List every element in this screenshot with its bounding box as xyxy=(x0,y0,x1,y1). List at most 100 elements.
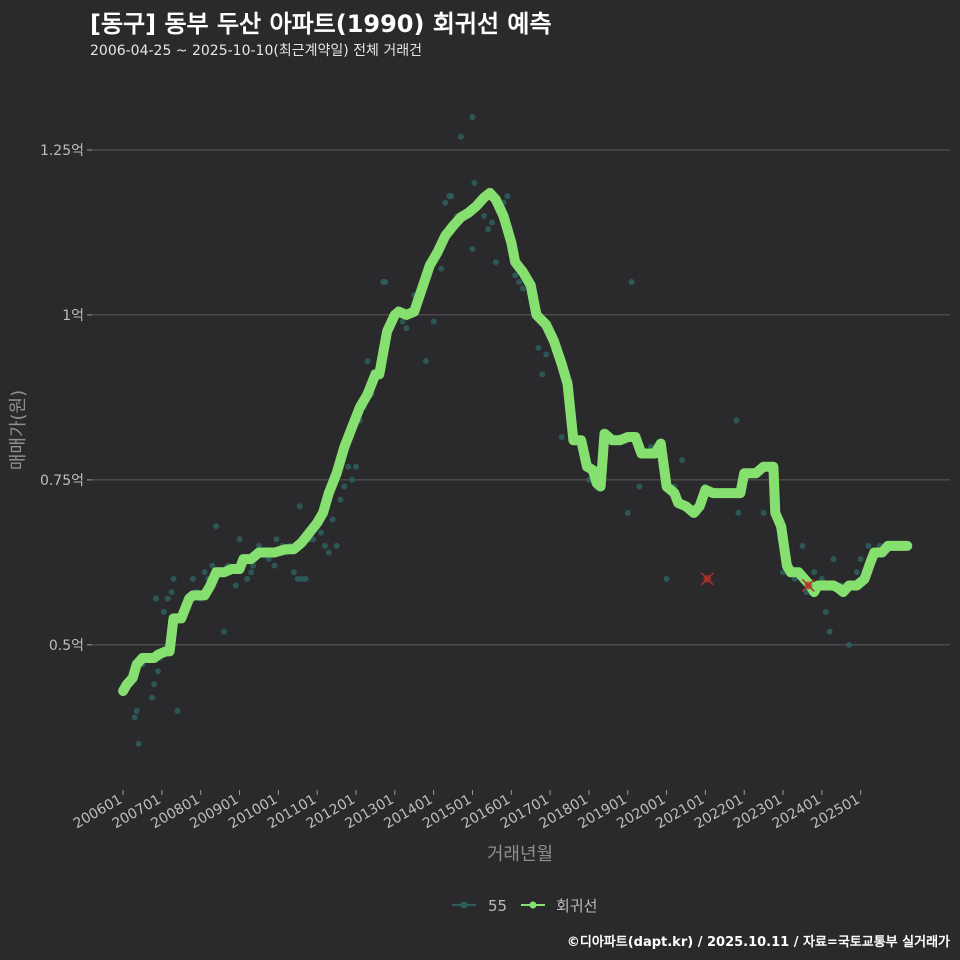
data-point-24 xyxy=(209,562,216,569)
data-point-12 xyxy=(164,595,171,602)
data-point-138 xyxy=(818,575,825,582)
data-point-126 xyxy=(679,457,686,464)
data-point-145 xyxy=(857,556,864,563)
data-point-44 xyxy=(290,569,297,576)
y-tick-label-0: 0.5억 xyxy=(49,638,84,654)
legend-label-55: 55 xyxy=(488,897,507,915)
data-point-14 xyxy=(170,575,177,582)
data-point-86 xyxy=(442,199,449,206)
data-point-70 xyxy=(382,278,389,285)
y-tick-label-3: 1.25억 xyxy=(40,143,84,159)
y-tick-label-2: 1억 xyxy=(62,308,84,324)
data-point-11 xyxy=(160,608,167,615)
data-point-52 xyxy=(318,529,325,536)
x-axis-ticks: 2006012007012008012009012010012011012012… xyxy=(71,790,863,832)
data-point-53 xyxy=(321,542,328,549)
data-point-109 xyxy=(539,371,546,378)
y-tick-label-1: 0.75억 xyxy=(40,473,84,489)
legend-marker-55 xyxy=(460,901,468,909)
outlier-cross-0 xyxy=(700,572,714,586)
data-point-94 xyxy=(469,245,476,252)
data-point-37 xyxy=(265,556,272,563)
data-point-134 xyxy=(791,575,798,582)
data-point-120 xyxy=(624,509,631,516)
data-point-6 xyxy=(151,681,158,688)
data-point-81 xyxy=(422,358,429,365)
data-point-25 xyxy=(213,523,220,530)
data-point-32 xyxy=(244,575,251,582)
data-point-95 xyxy=(469,113,476,120)
data-point-38 xyxy=(271,562,278,569)
data-point-91 xyxy=(457,133,464,140)
data-point-34 xyxy=(250,562,257,569)
data-point-19 xyxy=(189,575,196,582)
data-point-1 xyxy=(133,707,140,714)
data-point-65 xyxy=(364,358,371,365)
grid-lines xyxy=(92,149,950,646)
data-point-132 xyxy=(760,509,767,516)
data-point-0 xyxy=(131,714,138,721)
legend-label-regression: 회귀선 xyxy=(556,897,597,915)
data-point-88 xyxy=(448,193,455,200)
data-point-121 xyxy=(628,278,635,285)
data-point-101 xyxy=(492,259,499,266)
data-point-135 xyxy=(799,542,806,549)
data-point-60 xyxy=(349,476,356,483)
data-point-13 xyxy=(168,589,175,596)
data-point-15 xyxy=(174,707,181,714)
data-point-96 xyxy=(471,179,478,186)
legend-item-regression[interactable]: 회귀선 xyxy=(521,897,597,915)
legend-item-55[interactable]: 55 xyxy=(452,897,507,915)
data-point-8 xyxy=(155,668,161,675)
data-point-110 xyxy=(543,351,550,358)
data-point-112 xyxy=(558,434,565,440)
outlier-markers xyxy=(700,572,815,592)
data-point-55 xyxy=(329,516,336,523)
data-point-61 xyxy=(353,463,359,470)
data-point-131 xyxy=(735,509,742,516)
outlier-cross-1 xyxy=(801,578,815,592)
chart-title: [동구] 동부 두산 아파트(1990) 회귀선 예측 xyxy=(90,10,552,38)
data-point-30 xyxy=(236,536,243,543)
data-point-137 xyxy=(811,569,818,576)
data-point-29 xyxy=(232,582,239,589)
data-point-139 xyxy=(822,608,829,615)
data-point-140 xyxy=(826,628,833,635)
data-point-99 xyxy=(485,226,491,233)
data-point-106 xyxy=(519,285,526,292)
data-point-27 xyxy=(221,628,227,635)
data-point-108 xyxy=(535,344,542,351)
data-point-59 xyxy=(345,463,352,470)
regression-line xyxy=(118,187,913,696)
data-point-33 xyxy=(248,569,255,576)
data-point-124 xyxy=(663,575,670,582)
data-point-103 xyxy=(504,193,511,200)
data-point-22 xyxy=(201,569,208,576)
data-point-48 xyxy=(302,575,309,582)
data-point-2 xyxy=(135,740,142,747)
data-point-7 xyxy=(153,595,160,602)
data-point-57 xyxy=(337,496,344,503)
data-point-83 xyxy=(430,318,437,325)
data-point-105 xyxy=(516,278,523,285)
footer-credit: ©디아파트(dapt.kr) / 2025.10.11 / 자료=국토교통부 실… xyxy=(566,935,950,950)
chart-subtitle: 2006-04-25 ~ 2025-10-10(최근계약일) 전체 거래건 xyxy=(90,43,422,59)
data-point-76 xyxy=(403,325,410,332)
data-point-5 xyxy=(149,694,156,701)
y-axis-title: 매매가(원) xyxy=(8,390,29,470)
price-points xyxy=(131,113,893,747)
data-point-144 xyxy=(853,569,860,576)
data-point-85 xyxy=(438,265,445,272)
data-point-122 xyxy=(636,483,643,490)
data-point-104 xyxy=(512,272,519,279)
data-point-54 xyxy=(325,549,332,556)
data-point-58 xyxy=(341,483,348,490)
x-axis-title: 거래년월 xyxy=(487,844,553,865)
legend-marker-regression xyxy=(529,901,537,909)
legend[interactable]: 55 회귀선 xyxy=(452,897,597,915)
data-point-35 xyxy=(255,542,262,549)
data-point-39 xyxy=(273,536,280,543)
data-point-143 xyxy=(846,641,853,648)
data-point-141 xyxy=(830,556,837,563)
